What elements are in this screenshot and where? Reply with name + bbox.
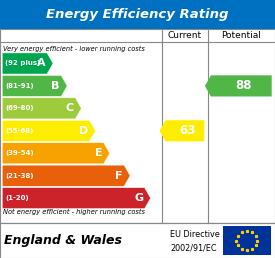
Polygon shape: [2, 188, 151, 209]
Text: Very energy efficient - lower running costs: Very energy efficient - lower running co…: [3, 45, 145, 52]
Text: 88: 88: [235, 79, 252, 92]
Text: C: C: [66, 103, 74, 113]
Text: 63: 63: [179, 124, 195, 137]
Bar: [0, 29, 275, 223]
Text: E: E: [95, 148, 102, 158]
Text: F: F: [115, 171, 123, 181]
Text: (69-80): (69-80): [5, 105, 34, 111]
Text: Energy Efficiency Rating: Energy Efficiency Rating: [46, 8, 229, 21]
Text: (81-91): (81-91): [5, 83, 34, 89]
Text: England & Wales: England & Wales: [4, 234, 122, 247]
Polygon shape: [205, 75, 272, 96]
Polygon shape: [2, 75, 67, 96]
Polygon shape: [2, 165, 130, 186]
Text: 2002/91/EC: 2002/91/EC: [170, 244, 217, 253]
Polygon shape: [2, 143, 110, 164]
Polygon shape: [160, 120, 204, 141]
Text: G: G: [134, 193, 143, 203]
Text: (1-20): (1-20): [5, 195, 29, 201]
Text: (39-54): (39-54): [5, 150, 34, 156]
Text: Potential: Potential: [221, 31, 261, 40]
Polygon shape: [2, 120, 95, 141]
Text: Not energy efficient - higher running costs: Not energy efficient - higher running co…: [3, 209, 145, 215]
Text: A: A: [37, 59, 46, 68]
Bar: [223, 226, 271, 255]
Polygon shape: [2, 98, 81, 119]
Bar: [0, 0, 275, 29]
Text: Current: Current: [168, 31, 202, 40]
Text: (55-68): (55-68): [5, 128, 33, 134]
Text: (92 plus): (92 plus): [5, 60, 40, 67]
Text: EU Directive: EU Directive: [170, 230, 220, 239]
Text: D: D: [79, 126, 88, 136]
Bar: [0, 223, 275, 258]
Text: (21-38): (21-38): [5, 173, 34, 179]
Text: B: B: [51, 81, 60, 91]
Polygon shape: [2, 53, 53, 74]
